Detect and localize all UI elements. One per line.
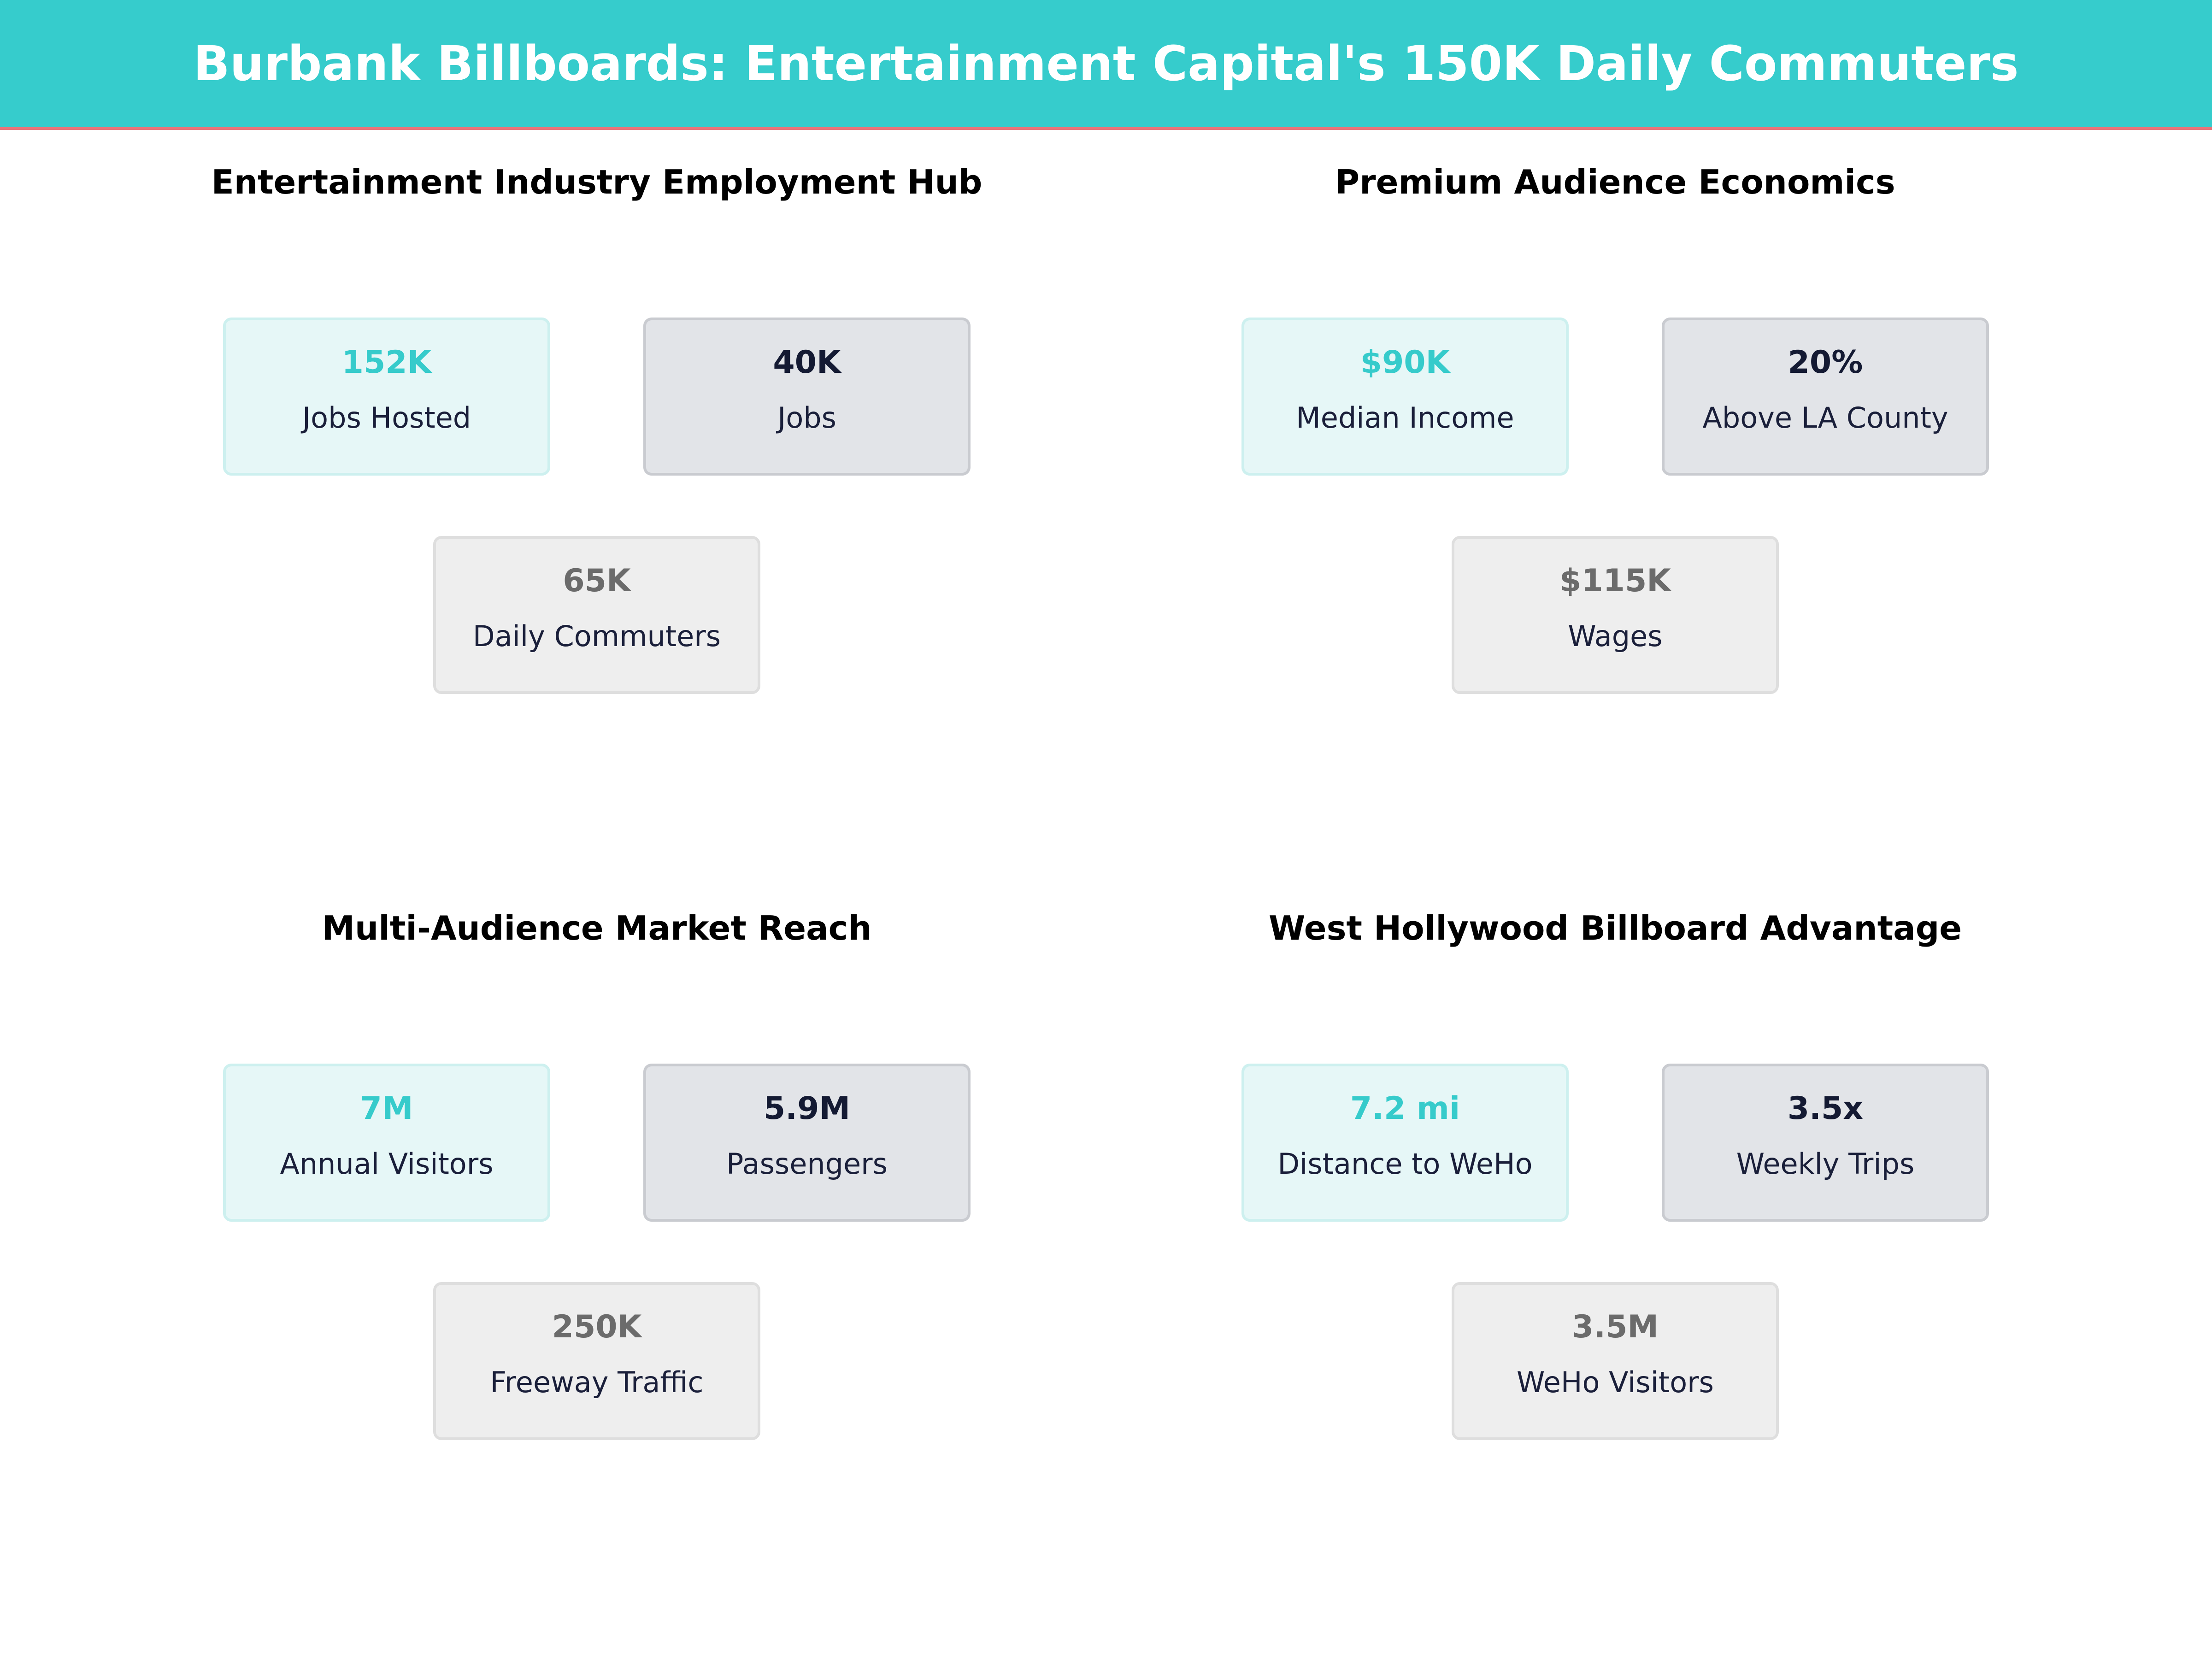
- stat-card: 7M Annual Visitors: [223, 1064, 550, 1222]
- stat-label: Wages: [1568, 619, 1663, 653]
- stat-value: $115K: [1559, 563, 1671, 599]
- stat-value: 3.5M: [1571, 1309, 1659, 1345]
- panel-title: Entertainment Industry Employment Hub: [211, 163, 982, 201]
- stat-card: 65K Daily Commuters: [433, 536, 760, 694]
- stat-value: 20%: [1788, 344, 1863, 381]
- stat-value: 7M: [360, 1090, 413, 1127]
- stat-label: Distance to WeHo: [1277, 1147, 1533, 1181]
- panel-title: Premium Audience Economics: [1335, 163, 1895, 201]
- stat-card: 40K Jobs: [643, 318, 971, 476]
- stat-card: $115K Wages: [1452, 536, 1779, 694]
- header: Burbank Billboards: Entertainment Capita…: [0, 0, 2212, 130]
- stat-label: Annual Visitors: [280, 1147, 494, 1181]
- stat-value: 250K: [552, 1309, 642, 1345]
- stat-label: Passengers: [726, 1147, 888, 1181]
- stat-value: 40K: [773, 344, 841, 381]
- stat-label: WeHo Visitors: [1517, 1365, 1714, 1399]
- stat-label: Median Income: [1296, 401, 1514, 435]
- stat-value: 152K: [341, 344, 432, 381]
- stat-label: Freeway Traffic: [490, 1365, 704, 1399]
- panel-title: Multi-Audience Market Reach: [322, 909, 872, 947]
- panel-title: West Hollywood Billboard Advantage: [1268, 909, 1962, 947]
- stat-label: Daily Commuters: [472, 619, 721, 653]
- stat-label: Jobs Hosted: [302, 401, 471, 435]
- stat-card: 20% Above LA County: [1662, 318, 1989, 476]
- stat-card: 3.5x Weekly Trips: [1662, 1064, 1989, 1222]
- stat-label: Above LA County: [1702, 401, 1948, 435]
- stat-value: 7.2 mi: [1350, 1090, 1460, 1127]
- stat-card: 3.5M WeHo Visitors: [1452, 1282, 1779, 1440]
- stat-card: 250K Freeway Traffic: [433, 1282, 760, 1440]
- stat-value: 5.9M: [763, 1090, 851, 1127]
- stat-value: 3.5x: [1787, 1090, 1864, 1127]
- stat-value: 65K: [563, 563, 631, 599]
- stat-value: $90K: [1360, 344, 1450, 381]
- header-title: Burbank Billboards: Entertainment Capita…: [193, 35, 2019, 92]
- stat-label: Jobs: [777, 401, 836, 435]
- stat-card: $90K Median Income: [1241, 318, 1569, 476]
- stat-card: 5.9M Passengers: [643, 1064, 971, 1222]
- stat-label: Weekly Trips: [1736, 1147, 1915, 1181]
- stat-card: 7.2 mi Distance to WeHo: [1241, 1064, 1569, 1222]
- stat-card: 152K Jobs Hosted: [223, 318, 550, 476]
